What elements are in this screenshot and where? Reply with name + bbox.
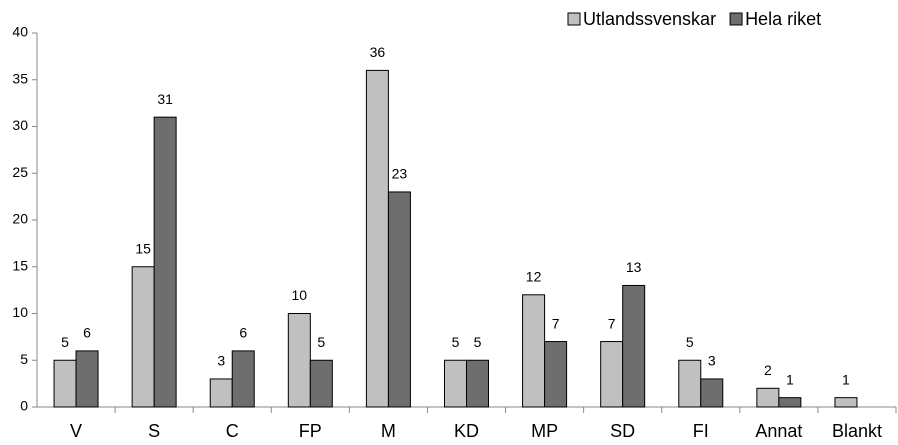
- value-label: 5: [452, 334, 460, 350]
- value-label: 10: [292, 287, 308, 303]
- bar: [622, 284, 646, 408]
- bar: [466, 359, 489, 408]
- y-tick-label: 30: [12, 117, 28, 133]
- value-label: 2: [764, 362, 772, 378]
- value-label: 15: [135, 240, 151, 256]
- y-tick-label: 20: [12, 211, 28, 227]
- bar: [75, 350, 99, 408]
- bar: [756, 387, 780, 408]
- value-label: 1: [842, 371, 850, 387]
- value-label: 6: [83, 325, 91, 341]
- value-label: 5: [474, 334, 482, 350]
- legend-label: Hela riket: [745, 9, 821, 29]
- x-tick-label: Annat: [755, 421, 802, 441]
- bar: [53, 359, 77, 408]
- value-label: 23: [392, 166, 408, 182]
- x-tick-label: S: [148, 421, 160, 441]
- x-tick-label: MP: [531, 421, 558, 441]
- bar: [309, 359, 333, 408]
- legend-label: Utlandssvenskar: [583, 9, 716, 29]
- bar: [678, 359, 702, 408]
- bar: [287, 313, 311, 408]
- x-tick-label: M: [381, 421, 396, 441]
- bar: [700, 378, 724, 408]
- y-tick-label: 0: [20, 398, 28, 414]
- y-tick-label: 35: [12, 70, 28, 86]
- value-label: 7: [608, 315, 616, 331]
- x-tick-label: V: [70, 421, 82, 441]
- bar: [444, 359, 467, 408]
- value-label: 31: [157, 91, 173, 107]
- x-tick-label: FP: [299, 421, 322, 441]
- value-label: 6: [239, 325, 247, 341]
- y-tick-label: 15: [12, 257, 28, 273]
- legend-swatch: [567, 12, 581, 26]
- value-label: 5: [317, 334, 325, 350]
- value-label: 3: [708, 353, 716, 369]
- y-tick-label: 40: [12, 24, 28, 40]
- bar: [522, 294, 546, 408]
- y-tick-label: 5: [20, 351, 28, 367]
- bar: [365, 69, 389, 408]
- bar: [834, 397, 858, 408]
- bar: [231, 350, 255, 408]
- value-label: 13: [626, 259, 642, 275]
- bar: [600, 341, 624, 408]
- x-tick-label: KD: [454, 421, 479, 441]
- bar: [209, 378, 233, 408]
- x-tick-label: Blankt: [832, 421, 882, 441]
- value-label: 36: [370, 44, 386, 60]
- y-tick-label: 25: [12, 164, 28, 180]
- legend-swatch: [729, 12, 743, 26]
- x-tick-label: FI: [693, 421, 709, 441]
- value-label: 12: [526, 269, 542, 285]
- y-tick-label: 10: [12, 304, 28, 320]
- bar: [778, 397, 802, 408]
- value-label: 5: [61, 334, 69, 350]
- value-label: 3: [217, 353, 225, 369]
- bar: [544, 341, 568, 408]
- x-tick-label: SD: [610, 421, 635, 441]
- bar: [131, 266, 155, 408]
- value-label: 5: [686, 334, 694, 350]
- bar: [387, 191, 411, 408]
- value-label: 1: [786, 371, 794, 387]
- value-label: 7: [552, 315, 560, 331]
- bar: [153, 116, 177, 408]
- x-tick-label: C: [226, 421, 239, 441]
